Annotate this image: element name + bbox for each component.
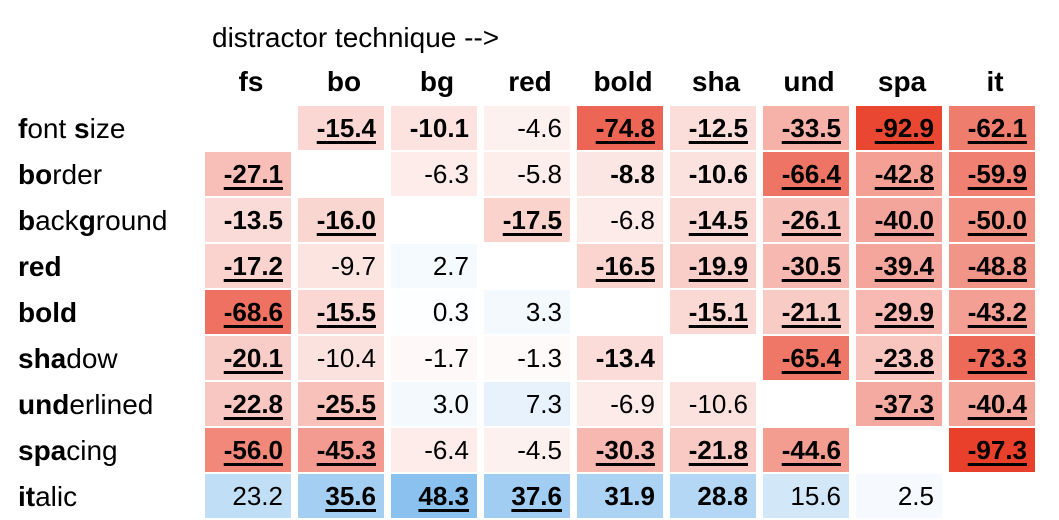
heatmap-cell: -40.0 xyxy=(856,198,942,242)
heatmap-cell: -42.8 xyxy=(856,152,942,196)
heatmap-cell: -15.1 xyxy=(670,290,756,334)
heatmap-cell: -5.8 xyxy=(484,152,570,196)
heatmap-cell: -21.1 xyxy=(763,290,849,334)
heatmap-cell: -48.8 xyxy=(949,244,1035,288)
chart-title: distractor technique --> xyxy=(212,18,499,58)
heatmap-cell: -29.9 xyxy=(856,290,942,334)
heatmap-cell: -6.8 xyxy=(577,198,663,242)
heatmap-cell: -26.1 xyxy=(763,198,849,242)
heatmap-cell: -9.7 xyxy=(298,244,384,288)
column-header-bold: bold xyxy=(580,62,666,102)
column-header-sha: sha xyxy=(673,62,759,102)
row-label: italic xyxy=(18,474,77,520)
heatmap-cell: 37.6 xyxy=(484,474,570,518)
heatmap-cell: -39.4 xyxy=(856,244,942,288)
row-label: red xyxy=(18,244,62,290)
heatmap-cell: -30.3 xyxy=(577,428,663,472)
heatmap-cell: -14.5 xyxy=(670,198,756,242)
heatmap-cell: -19.9 xyxy=(670,244,756,288)
heatmap-cell: 2.5 xyxy=(856,474,942,518)
heatmap-cell: -68.6 xyxy=(205,290,291,334)
heatmap-cell: -6.9 xyxy=(577,382,663,426)
column-header-bg: bg xyxy=(394,62,480,102)
heatmap-cell: -37.3 xyxy=(856,382,942,426)
heatmap-cell: -45.3 xyxy=(298,428,384,472)
heatmap-cell: -50.0 xyxy=(949,198,1035,242)
heatmap-cell: -30.5 xyxy=(763,244,849,288)
heatmap-cell: -97.3 xyxy=(949,428,1035,472)
row-label: underlined xyxy=(18,382,153,428)
heatmap-cell: 48.3 xyxy=(391,474,477,518)
heatmap-cell: 31.9 xyxy=(577,474,663,518)
heatmap-cell: -13.5 xyxy=(205,198,291,242)
heatmap-cell: 23.2 xyxy=(205,474,291,518)
heatmap-cell: -22.8 xyxy=(205,382,291,426)
heatmap-cell: -10.6 xyxy=(670,382,756,426)
heatmap-cell: -21.8 xyxy=(670,428,756,472)
heatmap-cell: -20.1 xyxy=(205,336,291,380)
heatmap-cell: -17.2 xyxy=(205,244,291,288)
heatmap-cell: 35.6 xyxy=(298,474,384,518)
heatmap-cell: -62.1 xyxy=(949,106,1035,150)
heatmap-cell: -23.8 xyxy=(856,336,942,380)
heatmap-cell: 2.7 xyxy=(391,244,477,288)
column-header-red: red xyxy=(487,62,573,102)
heatmap-cell: -4.5 xyxy=(484,428,570,472)
heatmap-cell: -8.8 xyxy=(577,152,663,196)
column-header-spa: spa xyxy=(859,62,945,102)
column-header-fs: fs xyxy=(208,62,294,102)
row-label: border xyxy=(18,152,102,198)
heatmap-cell: -65.4 xyxy=(763,336,849,380)
heatmap-cell: -12.5 xyxy=(670,106,756,150)
heatmap-cell: -40.4 xyxy=(949,382,1035,426)
heatmap-cell: -33.5 xyxy=(763,106,849,150)
heatmap-cell: -17.5 xyxy=(484,198,570,242)
heatmap-cell: 15.6 xyxy=(763,474,849,518)
heatmap-cell: -43.2 xyxy=(949,290,1035,334)
heatmap-cell: -6.3 xyxy=(391,152,477,196)
column-header-und: und xyxy=(766,62,852,102)
heatmap-cell: 3.3 xyxy=(484,290,570,334)
heatmap-cell: -25.5 xyxy=(298,382,384,426)
heatmap-cell: -73.3 xyxy=(949,336,1035,380)
row-label: spacing xyxy=(18,428,118,474)
heatmap-cell: -15.5 xyxy=(298,290,384,334)
row-label: font size xyxy=(18,106,125,152)
heatmap-cell: -66.4 xyxy=(763,152,849,196)
heatmap-cell: -59.9 xyxy=(949,152,1035,196)
column-header-it: it xyxy=(952,62,1038,102)
heatmap-cell: -10.6 xyxy=(670,152,756,196)
heatmap-cell: 7.3 xyxy=(484,382,570,426)
heatmap-cell: -1.3 xyxy=(484,336,570,380)
heatmap-cell: -1.7 xyxy=(391,336,477,380)
heatmap-cell: 3.0 xyxy=(391,382,477,426)
heatmap-cell: -10.1 xyxy=(391,106,477,150)
heatmap-cell: -27.1 xyxy=(205,152,291,196)
column-header-bo: bo xyxy=(301,62,387,102)
heatmap-cell: -10.4 xyxy=(298,336,384,380)
row-label: background xyxy=(18,198,167,244)
heatmap-cell: -16.0 xyxy=(298,198,384,242)
heatmap-cell: -13.4 xyxy=(577,336,663,380)
row-label: bold xyxy=(18,290,77,336)
heatmap-cell: -4.6 xyxy=(484,106,570,150)
row-label: shadow xyxy=(18,336,118,382)
heatmap-cell: -92.9 xyxy=(856,106,942,150)
heatmap-cell: -56.0 xyxy=(205,428,291,472)
heatmap-cell: -6.4 xyxy=(391,428,477,472)
heatmap-cell: 0.3 xyxy=(391,290,477,334)
heatmap-cell: -44.6 xyxy=(763,428,849,472)
heatmap-cell: 28.8 xyxy=(670,474,756,518)
heatmap-cell: -74.8 xyxy=(577,106,663,150)
heatmap-cell: -16.5 xyxy=(577,244,663,288)
heatmap-cell: -15.4 xyxy=(298,106,384,150)
